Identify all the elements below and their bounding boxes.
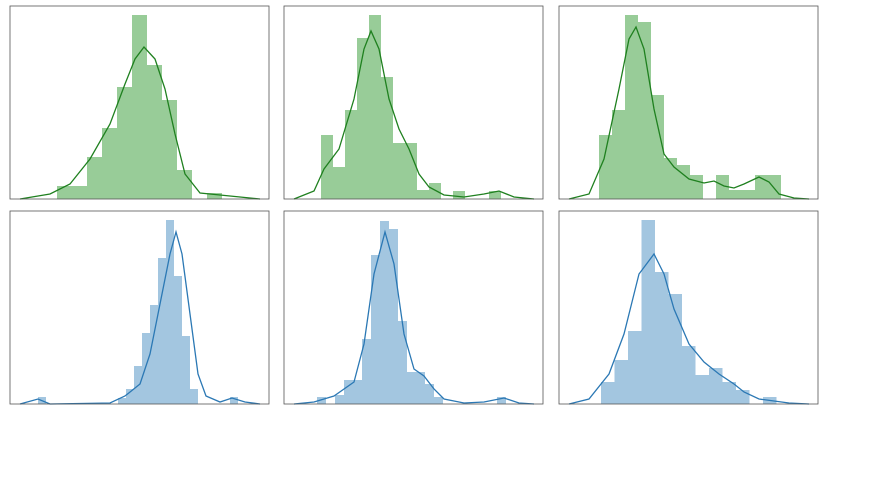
kde-line <box>19 45 261 200</box>
histogram-bar <box>126 389 134 404</box>
histogram-bar <box>147 65 162 199</box>
histogram-bar <box>207 193 222 199</box>
histogram-bar <box>166 220 174 404</box>
histogram-bar <box>357 38 369 199</box>
histogram-bar <box>655 272 669 404</box>
kde-line <box>568 25 810 200</box>
histogram-bar <box>722 382 736 404</box>
histogram-bar <box>344 380 353 404</box>
histogram-bar <box>729 190 742 199</box>
histogram-bar <box>682 346 696 404</box>
kde-line <box>293 29 535 200</box>
axes-frame <box>558 210 819 405</box>
histogram-bar <box>417 190 429 199</box>
histogram-bar <box>407 372 416 404</box>
histogram-bar <box>599 135 612 199</box>
histogram-bar <box>664 158 677 199</box>
histogram-bar <box>709 368 723 404</box>
histogram-bar <box>695 375 709 404</box>
histogram-bar <box>601 382 615 404</box>
histogram-bar <box>425 384 434 404</box>
histogram-bar <box>102 128 117 199</box>
histogram-bar <box>489 191 501 199</box>
histogram-bar <box>380 221 389 404</box>
histogram-bar <box>162 100 177 199</box>
histogram-bar <box>393 143 405 199</box>
histogram-bar <box>625 15 638 199</box>
kde-line <box>568 252 810 405</box>
histogram-bar <box>362 339 371 404</box>
histogram-bar <box>345 110 357 199</box>
histogram-bar <box>398 321 407 404</box>
histogram-bar <box>317 397 326 404</box>
histogram-bar <box>87 157 102 199</box>
histogram-bar <box>333 167 345 199</box>
histogram-bar <box>118 398 126 404</box>
histogram-bar <box>690 175 703 199</box>
axes-frame <box>9 210 270 405</box>
histogram-bar <box>638 22 651 199</box>
histogram-bar <box>434 397 443 404</box>
histogram-bar <box>755 175 768 199</box>
histogram-bar <box>381 77 393 199</box>
histogram-bar <box>389 229 398 404</box>
histogram-bar <box>132 15 147 199</box>
histogram-bar <box>190 389 198 404</box>
histogram-bar <box>117 87 132 199</box>
axes-frame <box>9 5 270 200</box>
histogram-bar <box>142 333 150 404</box>
histogram-bar <box>353 380 362 404</box>
histogram-bar <box>158 258 166 404</box>
histogram-bar <box>416 372 425 404</box>
histogram-bar <box>497 397 506 404</box>
histogram-bar <box>369 15 381 199</box>
axes-frame <box>283 5 544 200</box>
histogram-bar <box>150 305 158 404</box>
histogram-bar <box>429 183 441 199</box>
histogram-bar <box>230 397 238 404</box>
histogram-bar <box>716 175 729 199</box>
histogram-bar <box>612 110 625 199</box>
histogram-bar <box>614 360 628 404</box>
histogram-bar <box>736 390 750 404</box>
histogram-bar <box>371 255 380 404</box>
histogram-bar <box>677 165 690 199</box>
histogram-bar <box>742 190 755 199</box>
histogram-bar <box>651 95 664 199</box>
histogram-bar <box>628 331 642 404</box>
histogram-bar <box>57 186 72 199</box>
histogram-bar <box>668 294 682 404</box>
histogram-bar <box>72 186 87 199</box>
histogram-bar <box>453 191 465 199</box>
histogram-bar <box>174 276 182 404</box>
kde-line <box>293 229 535 405</box>
histogram-bar <box>641 220 655 404</box>
kde-line <box>19 229 261 405</box>
histogram-bar <box>768 175 781 199</box>
histogram-bar <box>182 336 190 404</box>
axes-frame <box>558 5 819 200</box>
histogram-bar <box>321 135 333 199</box>
histogram-bar <box>405 143 417 199</box>
axes-frame <box>283 210 544 405</box>
histogram-bar <box>335 395 344 404</box>
